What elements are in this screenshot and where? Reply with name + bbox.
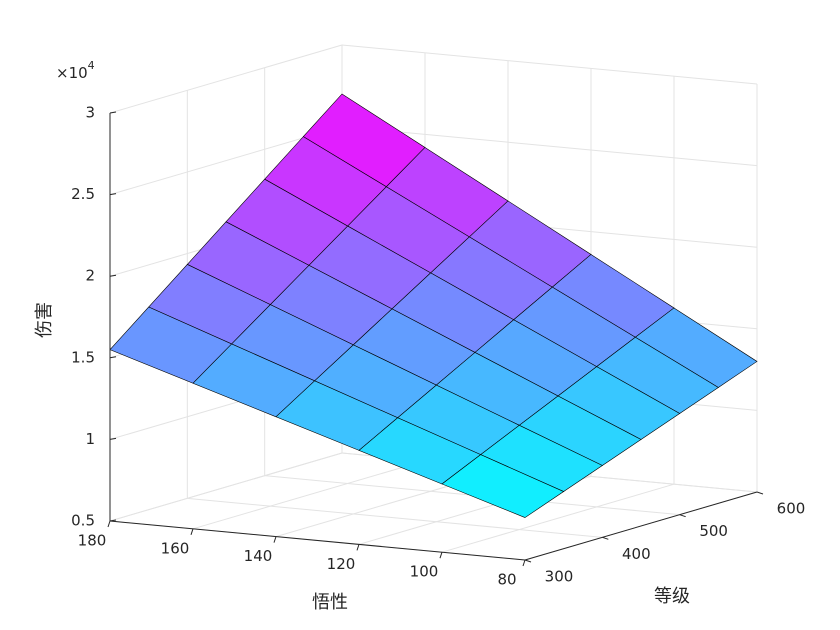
y-tick-label: 600 bbox=[777, 500, 806, 518]
z-tick-label: 0.5 bbox=[71, 512, 95, 530]
y-tick bbox=[602, 536, 609, 540]
x-grid-line bbox=[192, 460, 426, 530]
y-tick bbox=[756, 491, 764, 495]
z-axis-title: 伤害 bbox=[34, 302, 55, 338]
y-grid-line bbox=[187, 497, 603, 538]
axes-layer: 80 100 120 140 160 180 300 400 500 600 0.5 1 1.5 2 2.5… bbox=[71, 104, 805, 589]
x-tick bbox=[522, 559, 526, 567]
z-tick-label: 1 bbox=[85, 430, 95, 448]
z-tick bbox=[109, 356, 117, 359]
y-tick bbox=[524, 559, 532, 563]
z-exponent-power: 4 bbox=[88, 59, 95, 72]
z-tick-label: 3 bbox=[85, 104, 95, 122]
y-tick-label: 400 bbox=[622, 545, 651, 563]
z-tick bbox=[109, 111, 117, 114]
x-tick-label: 100 bbox=[410, 563, 439, 581]
x-tick bbox=[190, 528, 194, 535]
y-axis-line bbox=[524, 491, 758, 561]
z-grid-line bbox=[341, 126, 758, 167]
x-tick-label: 120 bbox=[327, 555, 356, 573]
y-axis-title: 等级 bbox=[654, 586, 690, 607]
x-tick-label: 80 bbox=[497, 571, 516, 589]
x-tick bbox=[356, 544, 360, 551]
z-grid-line bbox=[341, 44, 758, 85]
surface-patch bbox=[441, 454, 565, 518]
x-tick-label: 180 bbox=[78, 532, 107, 550]
x-tick-label: 160 bbox=[161, 539, 190, 557]
y-tick bbox=[679, 514, 686, 518]
x-axis-title: 悟性 bbox=[312, 592, 348, 613]
z-grid-line bbox=[109, 44, 343, 114]
z-tick bbox=[109, 437, 117, 440]
surface bbox=[109, 93, 758, 518]
y-tick-label: 500 bbox=[699, 522, 728, 540]
x-grid-line bbox=[109, 452, 343, 522]
z-tick bbox=[109, 519, 117, 522]
z-tick-label: 1.5 bbox=[71, 348, 95, 366]
x-tick bbox=[107, 520, 111, 528]
z-tick bbox=[109, 274, 117, 277]
z-exponent-base: ×10 bbox=[56, 64, 88, 82]
x-tick-label: 140 bbox=[244, 547, 273, 565]
z-tick-label: 2.5 bbox=[71, 185, 95, 203]
x-tick bbox=[273, 536, 277, 543]
z-tick-label: 2 bbox=[85, 267, 95, 285]
z-tick bbox=[109, 193, 117, 196]
x-grid-line bbox=[441, 483, 675, 553]
z-exponent: ×104 bbox=[56, 59, 95, 82]
x-axis-line bbox=[109, 520, 526, 561]
y-tick-label: 300 bbox=[545, 568, 574, 586]
x-tick bbox=[439, 552, 443, 559]
